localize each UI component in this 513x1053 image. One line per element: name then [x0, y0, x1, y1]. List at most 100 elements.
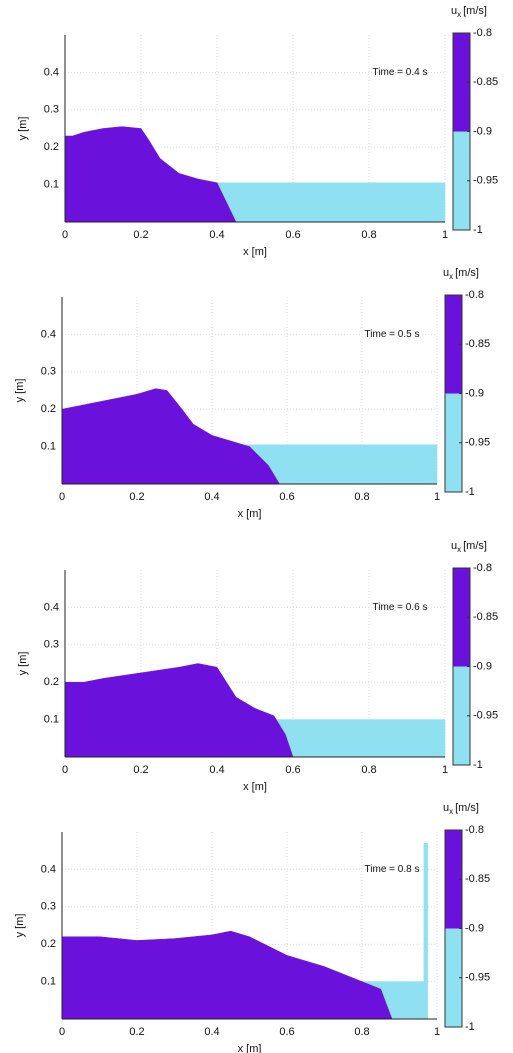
colorbar-tick-label: -0.85 [473, 76, 498, 88]
x-tick-label: 1 [434, 1026, 440, 1038]
annotation: Time = 0.5 s [365, 329, 420, 340]
y-tick-label: 0.4 [41, 328, 56, 340]
y-tick-label: 0.1 [44, 714, 59, 726]
panel: 0 0.2 0.4 0.6 0.8 1 0.1 0.2 0.3 0.4 Time = 0.4 s x … [17, 5, 498, 258]
fluid-region [61, 930, 393, 1020]
y-tick-label: 0.4 [44, 66, 59, 78]
colorbar-unit: [m/s] [455, 802, 479, 814]
x-tick-label: 1 [442, 764, 448, 776]
colorbar-tick-label: -0.9 [473, 125, 492, 137]
x-axis-label: x [m] [238, 1043, 262, 1053]
fluid-region [64, 663, 294, 758]
y-tick-label: 0.2 [41, 938, 56, 950]
x-tick-label: 0.6 [285, 229, 300, 241]
y-axis-label: y [m] [14, 379, 26, 403]
colorbar-tick-label: -1 [465, 1021, 475, 1033]
y-tick-label: 0.3 [44, 639, 59, 651]
colorbar-tick-label: -1 [465, 486, 475, 498]
x-tick-label: 0.2 [133, 229, 148, 241]
colorbar-tick-label: -0.9 [465, 387, 484, 399]
annotation: Time = 0.4 s [373, 67, 428, 78]
y-tick-label: 0.2 [44, 141, 59, 153]
colorbar-tick-label: -0.8 [465, 289, 484, 301]
x-tick-label: 0.4 [209, 229, 224, 241]
annotation: Time = 0.6 s [373, 602, 428, 613]
colorbar-subscript: x [449, 807, 453, 816]
x-tick-label: 0.2 [129, 1026, 144, 1038]
panel: 0 0.2 0.4 0.6 0.8 1 0.1 0.2 0.3 0.4 Time = 0.6 s x … [17, 540, 498, 793]
y-tick-label: 0.4 [41, 863, 56, 875]
colorbar-level [453, 666, 470, 765]
colorbar-label: ux [m/s] [443, 267, 479, 281]
x-tick-label: 0.4 [204, 1026, 219, 1038]
colorbar-label: ux [m/s] [443, 802, 479, 816]
panel: 0 0.2 0.4 0.6 0.8 1 0.1 0.2 0.3 0.4 Time = 0.5 s x … [14, 267, 490, 520]
x-tick-label: 0.8 [354, 491, 369, 503]
x-tick-label: 0.4 [204, 491, 219, 503]
colorbar-label: ux [m/s] [451, 540, 487, 554]
colorbar-level [445, 928, 462, 1027]
x-tick-label: 1 [442, 229, 448, 241]
colorbar-tick-label: -1 [473, 759, 483, 771]
annotation: Time = 0.8 s [365, 864, 420, 875]
y-tick-label: 0.2 [44, 676, 59, 688]
fluid-region [64, 126, 237, 223]
x-tick-label: 0 [59, 491, 65, 503]
x-tick-label: 0.8 [361, 764, 376, 776]
y-tick-label: 0.3 [41, 901, 56, 913]
y-axis-label: y [m] [17, 117, 29, 141]
y-tick-label: 0.1 [44, 179, 59, 191]
x-tick-label: 0.2 [129, 491, 144, 503]
colorbar-level [453, 33, 470, 132]
colorbar-level [453, 131, 470, 230]
colorbar-symbol: u [451, 5, 457, 17]
colorbar-tick-label: -0.95 [465, 437, 490, 449]
colorbar-tick-label: -0.95 [465, 972, 490, 984]
x-tick-label: 0 [62, 764, 68, 776]
x-tick-label: 0 [62, 229, 68, 241]
colorbar-unit: [m/s] [455, 267, 479, 279]
colorbar-tick-label: -0.85 [465, 873, 490, 885]
colorbar-tick-label: -0.9 [465, 922, 484, 934]
panel: 0 0.2 0.4 0.6 0.8 1 0.1 0.2 0.3 0.4 Time = 0.8 s x … [14, 802, 490, 1053]
y-tick-label: 0.1 [41, 441, 56, 453]
colorbar-subscript: x [457, 545, 461, 554]
y-axis-label: y [m] [14, 914, 26, 938]
x-tick-label: 0.6 [279, 1026, 294, 1038]
colorbar-unit: [m/s] [463, 540, 487, 552]
y-tick-label: 0.2 [41, 403, 56, 415]
colorbar-tick-label: -0.95 [473, 710, 498, 722]
y-axis-label: y [m] [17, 652, 29, 676]
x-axis-label: x [m] [243, 246, 267, 258]
x-tick-label: 0 [59, 1026, 65, 1038]
colorbar-subscript: x [449, 272, 453, 281]
y-tick-label: 0.3 [44, 104, 59, 116]
colorbar-label: ux [m/s] [451, 5, 487, 19]
colorbar-level [453, 568, 470, 667]
x-tick-label: 0.4 [209, 764, 224, 776]
colorbar-level [445, 830, 462, 929]
fluid-region [273, 719, 446, 758]
x-tick-label: 0.8 [361, 229, 376, 241]
x-axis-label: x [m] [243, 781, 267, 793]
fluid-region [423, 842, 428, 1020]
colorbar-level [445, 295, 462, 394]
colorbar-symbol: u [443, 802, 449, 814]
colorbar-symbol: u [451, 540, 457, 552]
colorbar-tick-label: -0.9 [473, 660, 492, 672]
y-tick-label: 0.1 [41, 976, 56, 988]
colorbar-tick-label: -0.8 [473, 27, 492, 39]
colorbar-tick-label: -0.95 [473, 175, 498, 187]
colorbar-level [445, 393, 462, 492]
x-tick-label: 0.2 [133, 764, 148, 776]
colorbar-tick-label: -1 [473, 224, 483, 236]
x-tick-label: 0.6 [285, 764, 300, 776]
colorbar-tick-label: -0.8 [473, 562, 492, 574]
colorbar-tick-label: -0.85 [473, 611, 498, 623]
x-axis-label: x [m] [238, 508, 262, 520]
x-tick-label: 0.8 [354, 1026, 369, 1038]
y-tick-label: 0.3 [41, 366, 56, 378]
colorbar-tick-label: -0.8 [465, 824, 484, 836]
colorbar-unit: [m/s] [463, 5, 487, 17]
